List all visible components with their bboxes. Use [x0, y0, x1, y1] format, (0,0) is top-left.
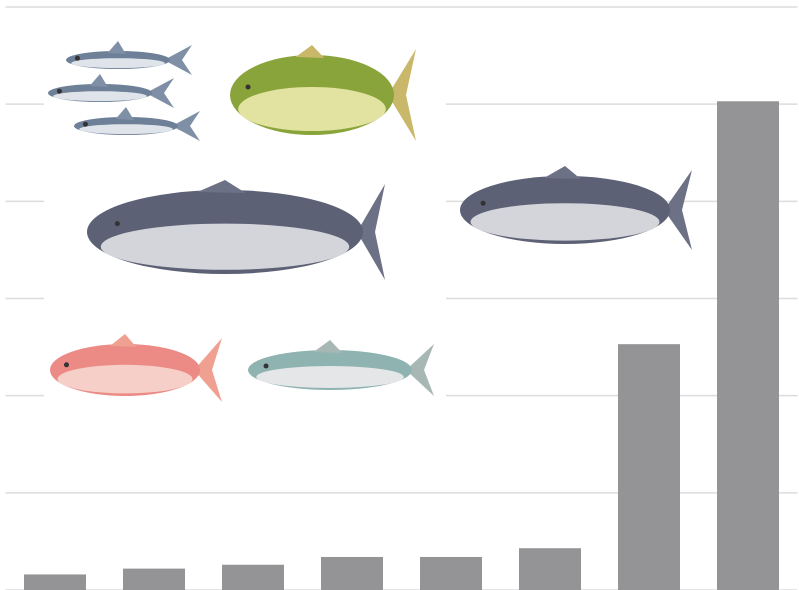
fish-belly — [238, 87, 386, 131]
bar — [420, 556, 482, 590]
fish-belly — [79, 124, 173, 135]
fish-fin — [110, 334, 137, 347]
fish-eye — [64, 362, 69, 368]
fish-fin — [89, 74, 108, 87]
fish-fin — [115, 107, 134, 120]
fish-fin — [295, 45, 325, 58]
fish-tail — [172, 111, 200, 141]
bar — [321, 556, 383, 590]
fish-eye — [114, 221, 120, 227]
fish-tail — [194, 338, 222, 402]
fish-tail — [664, 170, 692, 250]
fish-eye — [82, 121, 88, 127]
bar — [222, 564, 284, 590]
fish-belly — [53, 91, 147, 102]
fish-belly — [470, 203, 660, 241]
fish-eye — [245, 84, 251, 90]
fish-eye — [480, 200, 486, 206]
bar — [618, 344, 680, 590]
fish-tail — [146, 78, 174, 108]
fish-fin — [197, 180, 246, 193]
fish-belly — [71, 58, 165, 69]
bar — [519, 548, 581, 590]
fish-eye — [263, 363, 269, 369]
bar — [717, 101, 779, 590]
fish-fin — [107, 41, 126, 54]
bar — [123, 568, 185, 590]
bar — [24, 574, 86, 590]
fish-fin — [544, 166, 581, 179]
fish-belly — [57, 364, 193, 394]
fish-illustrations — [44, 30, 692, 422]
fish-tail — [164, 45, 192, 75]
fish-belly — [100, 223, 350, 270]
fish-fin — [313, 340, 343, 353]
fish-tail — [406, 344, 434, 396]
fish-tail — [388, 49, 416, 141]
fish-belly — [256, 366, 404, 388]
fish-eye — [56, 88, 62, 94]
fish-tail — [357, 184, 385, 280]
fish-eye — [74, 55, 80, 61]
